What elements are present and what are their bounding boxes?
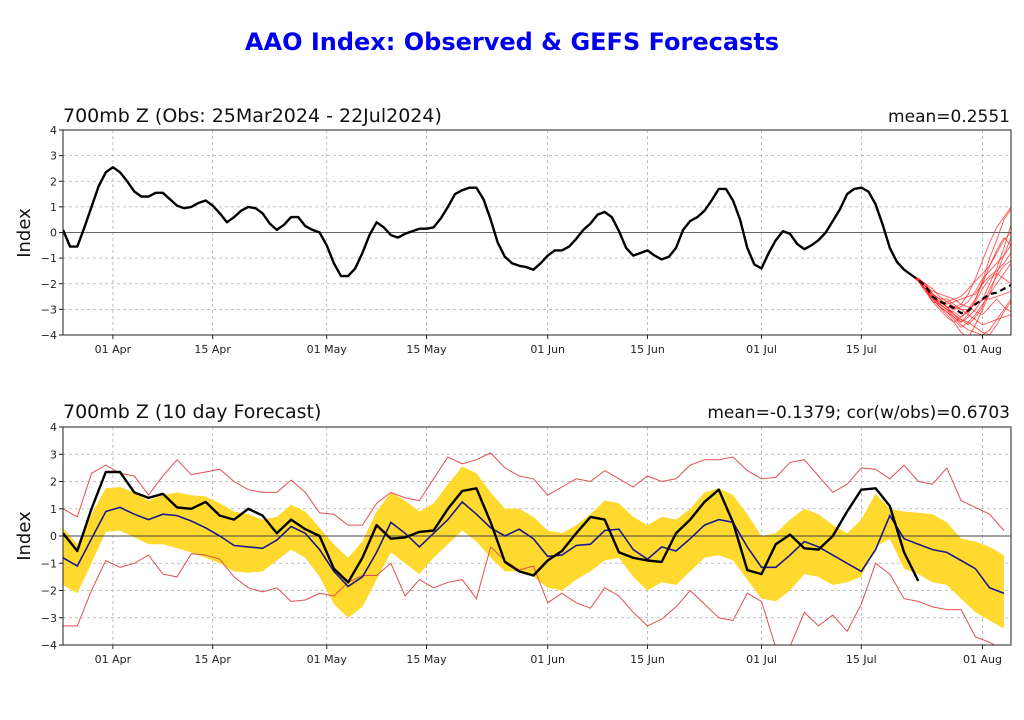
- y-tick-label: 4: [50, 124, 57, 137]
- x-tick-label: 15 Apr: [194, 343, 231, 356]
- x-tick-label: 01 Jul: [746, 343, 777, 356]
- x-tick-label: 01 Aug: [963, 343, 1002, 356]
- x-tick-label: 15 Jul: [846, 343, 877, 356]
- y-tick-label: −4: [41, 329, 57, 342]
- y-tick-label: 1: [50, 201, 57, 214]
- x-tick-label: 01 Aug: [963, 653, 1002, 666]
- ensemble-min-line: [63, 545, 996, 645]
- x-tick-label: 01 Apr: [95, 343, 132, 356]
- y-tick-label: −2: [41, 585, 57, 598]
- x-tick-label: 01 Jul: [746, 653, 777, 666]
- y-tick-label: 3: [50, 448, 57, 461]
- y-tick-label: −4: [41, 639, 57, 652]
- x-tick-label: 01 May: [307, 653, 348, 666]
- axes: −4 −3 −2 −1 0 1 2 3 4 01 Apr 15 Apr 01 May 15 May 01 …: [41, 421, 1012, 666]
- plot-area: [63, 452, 1011, 645]
- panel-stat-label: mean=0.2551: [888, 107, 1010, 127]
- ensemble-member-line: [910, 232, 1011, 305]
- ensemble-member-line: [910, 209, 1011, 310]
- y-tick-label: 0: [50, 227, 57, 240]
- x-tick-label: 01 May: [307, 343, 348, 356]
- panel-title: 700mb Z (Obs: 25Mar2024 - 22Jul2024): [63, 105, 442, 127]
- forecast-panel: 700mb Z (10 day Forecast) mean=-0.1379; …: [14, 401, 1012, 666]
- observed-line: [63, 166, 912, 278]
- plot-area: [63, 166, 1011, 335]
- ensemble-member-line: [910, 272, 1011, 318]
- ensemble-member-line: [910, 274, 1011, 323]
- x-tick-label: 15 Jun: [630, 653, 665, 666]
- observed-panel: 700mb Z (Obs: 25Mar2024 - 22Jul2024) mea…: [14, 105, 1012, 356]
- ensemble-max-line: [63, 452, 1005, 531]
- y-tick-label: 3: [50, 150, 57, 163]
- ensemble-member-line: [910, 274, 1011, 335]
- figure-title: AAO Index: Observed & GEFS Forecasts: [244, 28, 780, 56]
- y-tick-label: 2: [50, 476, 57, 489]
- x-tick-label: 01 Apr: [95, 653, 132, 666]
- y-tick-label: 1: [50, 503, 57, 516]
- x-tick-label: 15 May: [406, 653, 447, 666]
- forecast-mean-line: [63, 500, 1005, 594]
- ensemble-member-line: [910, 274, 1011, 316]
- y-axis-label: Index: [14, 511, 35, 561]
- panel-stat-label: mean=-0.1379; cor(w/obs)=0.6703: [707, 403, 1010, 423]
- y-axis-label: Index: [14, 208, 35, 258]
- ensemble-member-line: [910, 252, 1011, 305]
- x-tick-label: 15 Apr: [194, 653, 231, 666]
- observed-line: [63, 470, 920, 584]
- y-tick-label: −3: [41, 303, 57, 316]
- y-tick-label: −1: [41, 252, 57, 265]
- x-tick-label: 15 Jun: [630, 343, 665, 356]
- spread-band: [63, 466, 1004, 629]
- x-tick-label: 15 Jul: [846, 653, 877, 666]
- y-tick-label: −1: [41, 557, 57, 570]
- y-tick-label: 0: [50, 530, 57, 543]
- x-tick-label: 01 Jun: [530, 343, 565, 356]
- ensemble-mean-dashed-line: [910, 273, 1011, 315]
- x-tick-label: 15 May: [406, 343, 447, 356]
- y-tick-label: −2: [41, 278, 57, 291]
- x-tick-label: 01 Jun: [530, 653, 565, 666]
- panel-title: 700mb Z (10 day Forecast): [63, 401, 321, 423]
- y-tick-label: 2: [50, 175, 57, 188]
- axes: −4 −3 −2 −1 0 1 2 3 4 01 Apr 15 Apr 01 May 15 May 01 …: [41, 124, 1012, 356]
- ensemble-member-line: [910, 263, 1011, 328]
- y-tick-label: −3: [41, 612, 57, 625]
- y-tick-label: 4: [50, 421, 57, 434]
